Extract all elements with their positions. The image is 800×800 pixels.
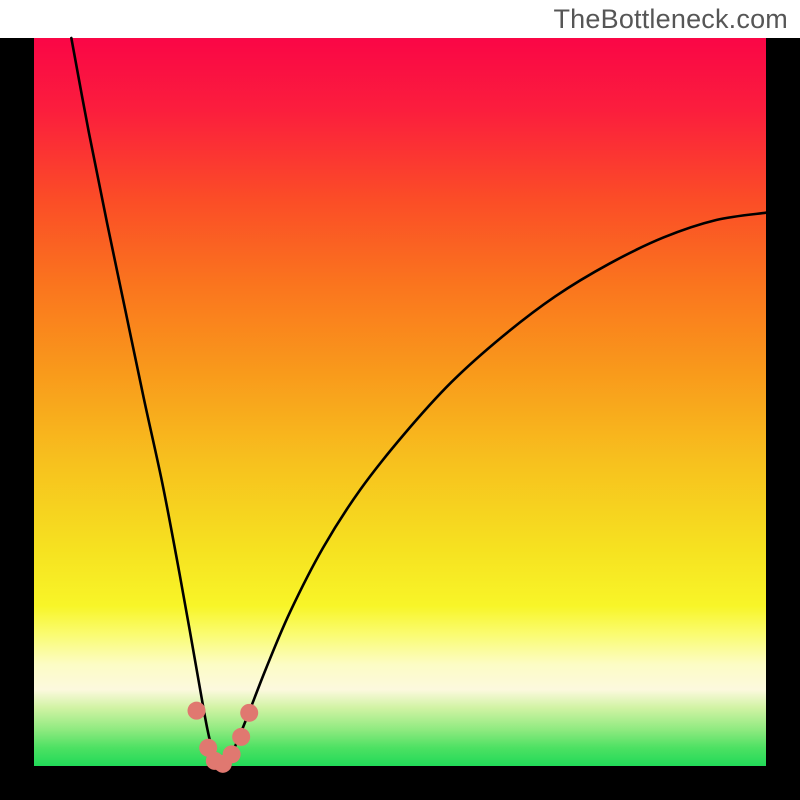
bottleneck-chart (0, 0, 800, 800)
curve-marker (232, 728, 250, 746)
curve-marker (188, 702, 206, 720)
curve-marker (240, 704, 258, 722)
curve-marker (223, 745, 241, 763)
